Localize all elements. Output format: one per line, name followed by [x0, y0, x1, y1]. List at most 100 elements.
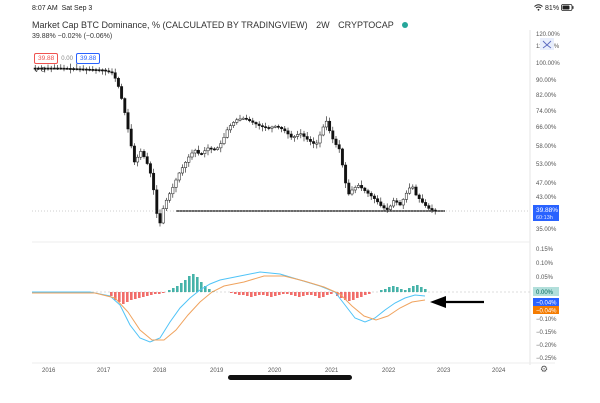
- legend-collapse-button[interactable]: ∨ 8: [34, 66, 45, 74]
- exchange-label: CRYPTOCAP: [338, 20, 394, 30]
- candle-body: [238, 118, 242, 121]
- histogram-bar: [368, 292, 371, 294]
- histogram-bar: [242, 292, 245, 295]
- macd-axis[interactable]: 0.15% 0.10% 0.05% −0.10% −0.15% −0.20% −0.25%: [536, 247, 557, 362]
- sell-price-button[interactable]: 39.88: [34, 53, 59, 65]
- histogram-bar: [408, 288, 411, 292]
- market-status-icon: [402, 22, 409, 28]
- candle-body: [302, 133, 306, 137]
- price-axis[interactable]: 120.00%110.00%100.00%90.00%82.00%74.00%6…: [536, 32, 560, 233]
- candle-body: [145, 156, 149, 164]
- macd-axis-label: −0.25%: [536, 356, 557, 362]
- candle-body: [33, 67, 37, 70]
- price-axis-label: 100.00%: [536, 61, 560, 67]
- annotation-arrow[interactable]: [430, 296, 484, 308]
- status-right: 81%: [534, 4, 574, 12]
- candle-body: [43, 67, 47, 70]
- candle-body: [360, 185, 364, 189]
- histogram-bar: [138, 292, 141, 298]
- candle-body: [81, 68, 85, 71]
- histogram-bar: [380, 290, 383, 292]
- time-axis[interactable]: 2016 2017 2018 2019 2020 2021 2022 2023 2024: [42, 368, 506, 374]
- candle-body: [254, 122, 258, 125]
- symbol-name: Market Cap BTC Dominance, % (CALCULATED …: [32, 20, 308, 30]
- candle-body: [104, 69, 108, 72]
- histogram-bar: [188, 276, 191, 292]
- candle-body: [350, 189, 354, 195]
- candle-body: [385, 207, 389, 210]
- histogram-bar: [384, 289, 387, 292]
- candle-body: [411, 186, 415, 189]
- symbol-title[interactable]: Market Cap BTC Dominance, % (CALCULATED …: [32, 20, 532, 30]
- price-axis-label: 74.00%: [536, 109, 557, 115]
- candle-body: [155, 189, 159, 214]
- candle-body: [107, 70, 111, 73]
- price-pills: 39.88 0.00 39.88: [34, 50, 101, 65]
- candle-body: [363, 187, 367, 191]
- macd-zero-badge: 0.00%: [533, 287, 559, 296]
- chart-header: Market Cap BTC Dominance, % (CALCULATED …: [32, 20, 532, 40]
- time-axis-label: 2023: [437, 368, 451, 374]
- histogram-bar: [150, 292, 153, 295]
- candle-body: [129, 128, 133, 147]
- candle-body: [340, 148, 344, 166]
- candle-body: [337, 144, 341, 150]
- candle-body: [222, 137, 226, 144]
- candle-body: [126, 112, 130, 130]
- time-axis-label: 2016: [42, 368, 56, 374]
- histogram-bar: [262, 292, 265, 295]
- macd-axis-label: −0.10%: [536, 317, 557, 323]
- histogram-bar: [122, 292, 125, 304]
- macd-axis-label: 0.10%: [536, 261, 554, 267]
- histogram-bar: [344, 292, 347, 300]
- macd-axis-label: 0.15%: [536, 247, 554, 253]
- candle-body: [318, 134, 322, 144]
- candle-body: [251, 120, 255, 123]
- candle-body: [344, 164, 348, 184]
- status-time: 8:07 AM Sat Sep 3: [32, 5, 93, 12]
- legend-count: 8: [41, 67, 45, 74]
- home-indicator[interactable]: [228, 375, 352, 380]
- histogram-bar: [326, 292, 329, 295]
- candle-body: [91, 69, 95, 71]
- time-axis-label: 2018: [153, 368, 167, 374]
- price-axis-label: 82.00%: [536, 93, 557, 99]
- candle-body: [292, 136, 296, 138]
- candle-body: [142, 151, 146, 157]
- candle-body: [305, 136, 309, 140]
- histogram-bar: [254, 292, 257, 296]
- candlestick-series: [33, 63, 437, 227]
- chevron-down-icon: ∨: [34, 67, 40, 74]
- candle-body: [321, 126, 325, 136]
- histogram-bar: [238, 292, 241, 295]
- buy-price-button[interactable]: 39.88: [75, 53, 101, 65]
- interval-label[interactable]: 2W: [316, 20, 330, 30]
- spread-label: 0.00: [61, 55, 73, 62]
- candle-body: [88, 68, 92, 71]
- histogram-bar: [318, 292, 321, 298]
- price-axis-label: 58.00%: [536, 144, 557, 150]
- candle-body: [200, 153, 204, 155]
- candle-body: [84, 68, 88, 71]
- candle-body: [123, 98, 127, 113]
- histogram-bar: [250, 292, 253, 297]
- histogram-bar: [282, 292, 285, 294]
- price-axis-label: 90.00%: [536, 78, 557, 84]
- candle-body: [388, 205, 392, 210]
- candle-body: [180, 167, 184, 174]
- gear-icon[interactable]: ⚙: [540, 364, 549, 374]
- price-axis-label: 53.00%: [536, 162, 557, 168]
- candle-body: [158, 213, 162, 224]
- candle-body: [398, 202, 402, 206]
- histogram-bar: [196, 277, 199, 292]
- time-axis-label: 2022: [382, 368, 396, 374]
- expand-icon[interactable]: [540, 38, 554, 50]
- candle-body: [404, 192, 408, 200]
- histogram-bar: [286, 292, 289, 294]
- macd-value: −0.04%: [536, 301, 557, 307]
- histogram-bar: [258, 292, 261, 295]
- candle-body: [276, 125, 280, 128]
- candle-body: [168, 193, 172, 201]
- candle-body: [62, 67, 66, 70]
